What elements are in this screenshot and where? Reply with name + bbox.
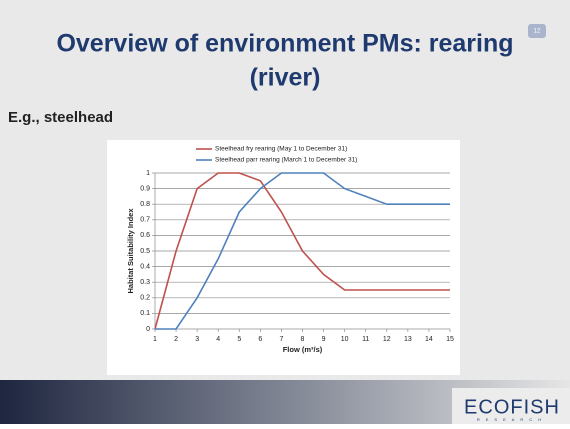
slide-title: (river)	[250, 64, 321, 92]
x-tick-label: 4	[216, 336, 220, 343]
x-tick-label: 10	[341, 336, 349, 343]
x-tick-label: 1	[153, 336, 157, 343]
y-tick-label: 1	[146, 170, 150, 177]
x-tick-label: 8	[301, 336, 305, 343]
x-tick-label: 12	[383, 336, 391, 343]
chart: 00.10.20.30.40.50.60.70.80.911 2 3 4 5 6 7 8 9 10…	[126, 146, 454, 354]
x-tick-label: 14	[425, 336, 433, 343]
legend-label: Steelhead fry rearing (May 1 to December…	[215, 146, 347, 153]
subtitle: E.g., steelhead	[8, 109, 113, 126]
x-tick-label: 11	[362, 336, 369, 343]
x-tick-label: 9	[322, 336, 326, 343]
x-tick-label: 2	[174, 336, 178, 343]
y-tick-label: 0.1	[140, 310, 150, 317]
x-tick-label: 6	[258, 336, 262, 343]
x-tick-label: 13	[404, 336, 412, 343]
logo: ECOFISH	[464, 396, 560, 418]
line-series	[154, 172, 450, 330]
legend-label: Steelhead parr rearing (March 1 to Decem…	[215, 157, 357, 164]
y-tick-label: 0.4	[140, 263, 150, 270]
page-number: 12	[534, 29, 541, 35]
y-axis-label: Habitat Suitability Index	[126, 208, 135, 294]
y-tick-label: 0.3	[140, 279, 150, 286]
slide-title: Overview of environment PMs: rearing	[56, 30, 513, 58]
x-tick-label: 15	[446, 336, 454, 343]
y-tick-label: 0	[146, 326, 150, 333]
line-series	[155, 172, 450, 330]
logo-tagline: RESEARCH	[477, 417, 547, 422]
x-axis-label: Flow (m³/s)	[283, 345, 323, 354]
chart-area	[107, 140, 460, 375]
y-tick-label: 0.5	[140, 248, 150, 255]
x-tick-label: 3	[195, 336, 199, 343]
logo-panel	[452, 388, 570, 424]
y-tick-label: 0.2	[140, 295, 150, 302]
y-tick-label: 0.7	[140, 217, 150, 224]
x-tick-label: 5	[237, 336, 241, 343]
x-tick-label: 7	[279, 336, 283, 343]
y-tick-label: 0.9	[140, 185, 150, 192]
page-badge	[528, 24, 546, 38]
y-tick-label: 0.8	[140, 201, 150, 208]
y-tick-label: 0.6	[140, 232, 150, 239]
